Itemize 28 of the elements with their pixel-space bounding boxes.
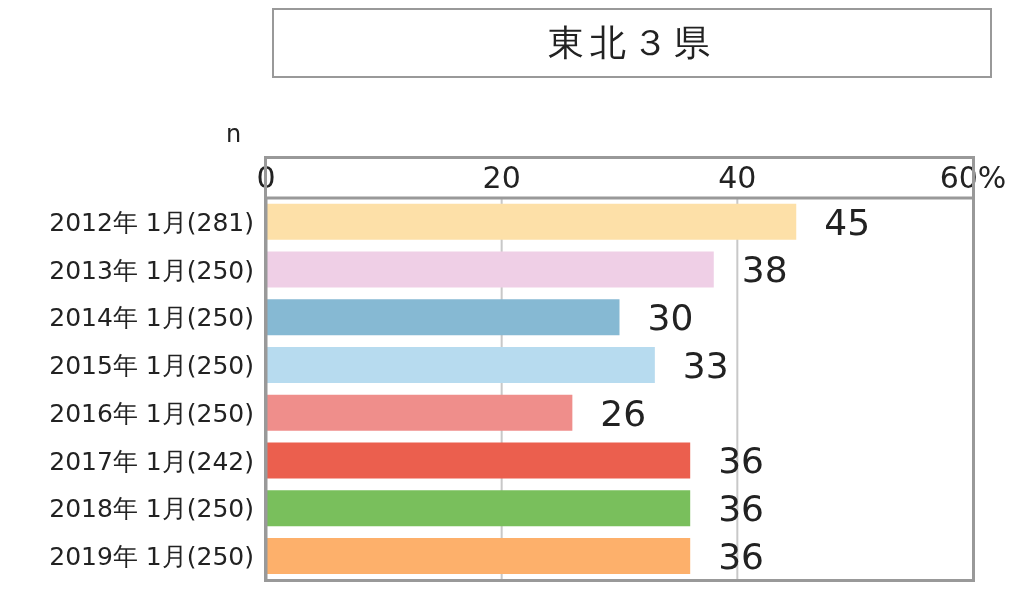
bar: [266, 346, 655, 383]
y-tick-label: 2015年 1月(250): [49, 351, 254, 380]
y-tick-label: 2012年 1月(281): [49, 207, 254, 237]
data-label: 38: [741, 249, 788, 291]
bar: [266, 203, 797, 240]
bar: [266, 490, 691, 527]
data-label: 36: [718, 535, 765, 577]
y-tick-label: 2018年 1月(250): [49, 494, 254, 524]
x-tick-label: 20: [482, 160, 521, 195]
data-label: 36: [718, 440, 765, 482]
chart-title: 東北３県: [272, 8, 992, 78]
bar: [266, 442, 691, 479]
text: n: [226, 120, 242, 148]
bar: [266, 251, 714, 288]
y-tick-label: 2014年 1月(250): [49, 303, 254, 333]
y-tick-label: 2019年 1月(250): [49, 542, 254, 571]
bar: [266, 537, 691, 574]
bar: [266, 299, 620, 336]
data-label: 45: [824, 201, 871, 243]
y-tick-label: 2016年 1月(250): [49, 398, 254, 428]
data-label: 26: [600, 392, 647, 434]
data-label: 30: [647, 297, 694, 339]
data-label: 36: [718, 488, 765, 530]
y-tick-label: 2013年 1月(250): [49, 255, 254, 285]
x-tick-label: 40: [718, 160, 757, 195]
data-label: 33: [682, 344, 729, 386]
bar: [266, 394, 573, 431]
y-tick-label: 2017年 1月(242): [49, 446, 254, 476]
